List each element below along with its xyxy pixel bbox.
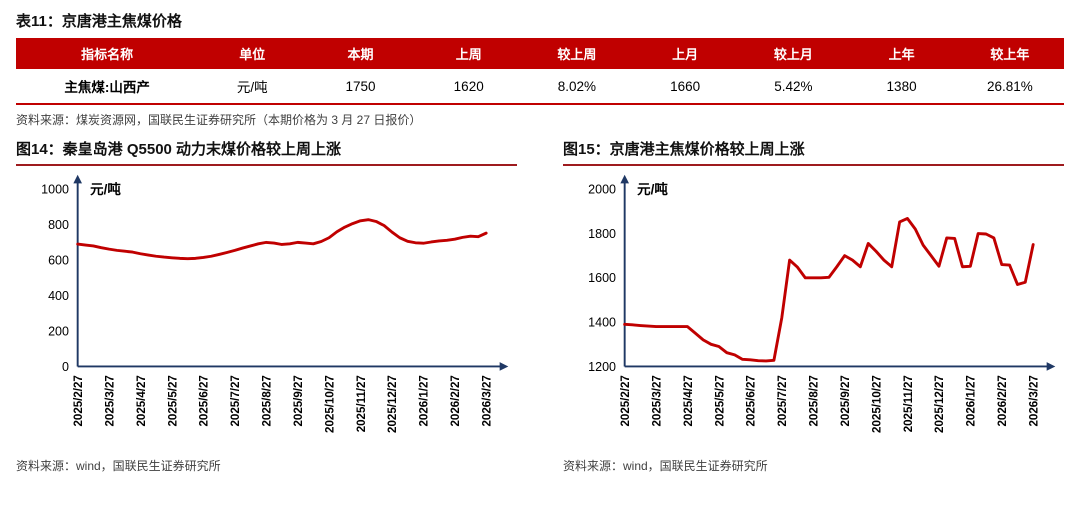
svg-text:元/吨: 元/吨 (90, 181, 121, 197)
table-row: 主焦煤:山西产 元/吨 1750 1620 8.02% 1660 5.42% 1380 26.8… (16, 69, 1064, 104)
svg-text:2025/3/27: 2025/3/27 (651, 375, 663, 426)
table-cell-value: 元/吨 (198, 69, 307, 104)
svg-text:2026/3/27: 2026/3/27 (481, 375, 493, 426)
svg-text:2026/2/27: 2026/2/27 (997, 375, 1009, 426)
svg-text:2025/7/27: 2025/7/27 (777, 375, 789, 426)
svg-text:2026/2/27: 2026/2/27 (450, 375, 462, 426)
figure-15-source-note: 资料来源：wind，国联民生证券研究所 (563, 459, 768, 474)
table-row-label: 主焦煤:山西产 (16, 69, 199, 104)
svg-text:2025/9/27: 2025/9/27 (840, 375, 852, 426)
table-cell-value: 26.81% (955, 69, 1064, 104)
svg-text:2025/11/27: 2025/11/27 (903, 375, 915, 432)
table-header-row: 指标名称 单位 本期 上周 较上周 上月 较上月 上年 较上年 (16, 38, 1064, 69)
svg-text:1600: 1600 (588, 271, 616, 285)
svg-text:元/吨: 元/吨 (637, 181, 668, 197)
svg-text:2025/3/27: 2025/3/27 (104, 375, 116, 426)
table-header-cell: 本期 (306, 38, 415, 69)
table-header-cell: 上月 (631, 38, 740, 69)
svg-text:1400: 1400 (588, 315, 616, 329)
svg-text:2025/12/27: 2025/12/27 (387, 375, 399, 433)
svg-text:1200: 1200 (588, 360, 616, 374)
svg-text:2025/11/27: 2025/11/27 (356, 375, 368, 432)
svg-text:2026/1/27: 2026/1/27 (419, 375, 431, 426)
svg-text:1800: 1800 (588, 227, 616, 241)
table-header-cell: 较上年 (955, 38, 1064, 69)
figure-14-title: 图14：秦皇岛港 Q5500 动力末煤价格较上周上涨 (16, 138, 517, 166)
svg-text:2025/6/27: 2025/6/27 (199, 375, 211, 426)
figure-15: 图15：京唐港主焦煤价格较上周上涨 1200 1400 1600 1800 2000 20… (563, 138, 1064, 474)
svg-text:2025/12/27: 2025/12/27 (934, 375, 946, 433)
svg-text:2025/5/27: 2025/5/27 (714, 375, 726, 426)
svg-text:2000: 2000 (588, 183, 616, 197)
svg-text:1000: 1000 (41, 183, 69, 197)
table-source-note: 资料来源：煤炭资源网，国联民生证券研究所（本期价格为 3 月 27 日报价） (16, 113, 422, 127)
table-cell-value: 1750 (306, 69, 415, 104)
svg-text:0: 0 (62, 360, 69, 374)
svg-text:2025/7/27: 2025/7/27 (230, 375, 242, 426)
svg-text:2025/2/27: 2025/2/27 (620, 375, 632, 426)
svg-text:2026/3/27: 2026/3/27 (1028, 375, 1040, 426)
svg-text:800: 800 (48, 218, 69, 232)
svg-text:2025/9/27: 2025/9/27 (293, 375, 305, 426)
svg-text:2025/8/27: 2025/8/27 (809, 375, 821, 426)
svg-text:200: 200 (48, 324, 69, 338)
line-chart-coking-coal-price: 1200 1400 1600 1800 2000 2025/2/27 2025/3/27 20… (588, 174, 1056, 433)
svg-text:2025/10/27: 2025/10/27 (871, 375, 883, 433)
table-header-cell: 上周 (414, 38, 523, 69)
table-cell-value: 8.02% (522, 69, 632, 104)
price-table: 指标名称 单位 本期 上周 较上周 上月 较上月 上年 较上年 主焦煤:山西产 元/吨 1750 16… (16, 38, 1064, 105)
svg-text:400: 400 (48, 289, 69, 303)
charts-row: 图14：秦皇岛港 Q5500 动力末煤价格较上周上涨 0 200 400 600 800… (16, 138, 1064, 474)
table-header-cell: 单位 (198, 38, 307, 69)
table-header-cell: 较上周 (522, 38, 632, 69)
svg-text:2025/8/27: 2025/8/27 (262, 375, 274, 426)
svg-text:2025/6/27: 2025/6/27 (746, 375, 758, 426)
svg-text:2025/2/27: 2025/2/27 (73, 375, 85, 426)
figure-14: 图14：秦皇岛港 Q5500 动力末煤价格较上周上涨 0 200 400 600 800… (16, 138, 517, 474)
svg-text:2026/1/27: 2026/1/27 (966, 375, 978, 426)
table-cell-value: 5.42% (739, 69, 848, 104)
line-chart-q5500-coal-price: 0 200 400 600 800 1000 2025/2/27 2025/3/27 2025/… (41, 174, 509, 433)
table-cell-value: 1620 (414, 69, 523, 104)
svg-text:2025/10/27: 2025/10/27 (324, 375, 336, 433)
svg-text:2025/4/27: 2025/4/27 (683, 375, 695, 426)
svg-text:2025/5/27: 2025/5/27 (167, 375, 179, 426)
svg-text:2025/4/27: 2025/4/27 (136, 375, 148, 426)
table-cell-value: 1380 (847, 69, 956, 104)
table-cell-value: 1660 (631, 69, 740, 104)
table-title: 表11：京唐港主焦煤价格 (16, 13, 182, 30)
svg-text:600: 600 (48, 253, 69, 267)
table-header-cell: 上年 (847, 38, 956, 69)
table-header-cell: 指标名称 (16, 38, 199, 69)
figure-15-title: 图15：京唐港主焦煤价格较上周上涨 (563, 138, 1064, 166)
figure-14-source-note: 资料来源：wind，国联民生证券研究所 (16, 459, 221, 474)
table-header-cell: 较上月 (739, 38, 848, 69)
